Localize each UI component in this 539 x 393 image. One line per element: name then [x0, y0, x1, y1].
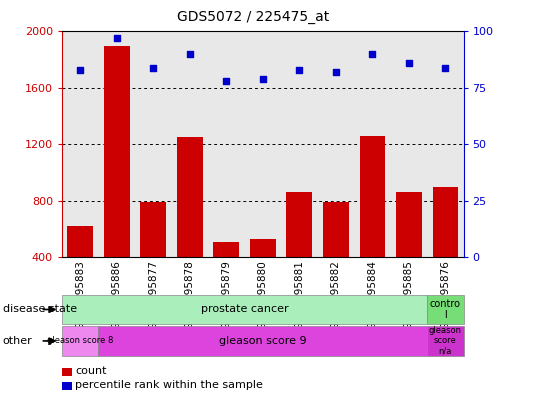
FancyBboxPatch shape: [62, 326, 99, 356]
Text: prostate cancer: prostate cancer: [201, 305, 288, 314]
Bar: [141, 202, 166, 314]
Bar: [287, 193, 312, 314]
Point: [441, 64, 450, 71]
Text: GDS5072 / 225475_at: GDS5072 / 225475_at: [177, 10, 329, 24]
Bar: [67, 226, 93, 314]
Bar: [213, 242, 239, 314]
Bar: [323, 202, 349, 314]
FancyBboxPatch shape: [427, 295, 464, 324]
Point: [331, 69, 340, 75]
Text: gleason
score
n/a: gleason score n/a: [429, 326, 462, 356]
Point: [76, 67, 85, 73]
Point: [404, 60, 413, 66]
Text: disease state: disease state: [3, 305, 77, 314]
Point: [295, 67, 303, 73]
Text: gleason score 8: gleason score 8: [47, 336, 113, 345]
Bar: [432, 187, 458, 314]
Bar: [250, 239, 275, 314]
Point: [222, 78, 231, 84]
Point: [113, 35, 121, 41]
FancyBboxPatch shape: [427, 326, 464, 356]
Text: percentile rank within the sample: percentile rank within the sample: [75, 380, 264, 390]
Bar: [104, 46, 129, 314]
Text: count: count: [75, 366, 107, 376]
Point: [259, 76, 267, 82]
FancyBboxPatch shape: [99, 326, 427, 356]
Point: [185, 51, 194, 57]
Bar: [177, 138, 203, 314]
Point: [368, 51, 377, 57]
Text: other: other: [3, 336, 32, 346]
FancyBboxPatch shape: [62, 295, 427, 324]
Bar: [396, 193, 421, 314]
Text: contro
l: contro l: [430, 299, 461, 320]
Bar: [360, 136, 385, 314]
Point: [149, 64, 157, 71]
Text: gleason score 9: gleason score 9: [219, 336, 307, 346]
